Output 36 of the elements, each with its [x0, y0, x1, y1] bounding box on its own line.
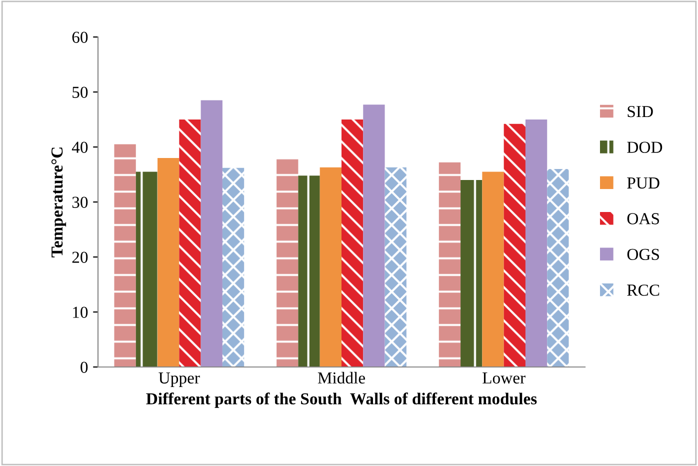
bar [460, 180, 482, 367]
bar [438, 162, 461, 367]
legend-label: SID [628, 106, 653, 118]
bar [482, 172, 504, 367]
y-tick-label: 10 [73, 306, 88, 318]
bar [179, 120, 201, 367]
y-tick-label: 40 [72, 142, 88, 153]
bar [222, 168, 244, 367]
bar [525, 120, 548, 367]
y-tick-label: 20 [72, 252, 88, 263]
y-tick-label: 50 [72, 86, 88, 98]
y-tick-label: 30 [72, 196, 88, 208]
bar [136, 172, 158, 367]
bar [276, 158, 298, 367]
legend-label: OAS [627, 213, 659, 224]
legend-label: DOD [627, 142, 662, 153]
legend-label: PUD [627, 178, 660, 189]
x-tick-label: Lower [482, 372, 526, 384]
y-tick-label: 0 [80, 362, 88, 373]
bar [298, 176, 320, 367]
bar [363, 104, 385, 367]
x-tick-label: Middle [318, 372, 365, 384]
bar [547, 169, 569, 367]
x-tick-label: Upper [158, 372, 200, 387]
y-tick-label: 60 [72, 32, 88, 43]
bar [504, 124, 526, 367]
bar [320, 167, 342, 367]
bar [158, 158, 180, 367]
legend-label: OGS [627, 248, 659, 260]
bar [114, 144, 136, 367]
legend-label: RCC [627, 284, 660, 296]
bar [384, 167, 406, 367]
bar [200, 100, 222, 367]
x-axis-title: Different parts of the South Walls of different modules [146, 392, 537, 408]
y-axis-title: Temperature°C [51, 148, 66, 258]
bar [342, 120, 364, 367]
